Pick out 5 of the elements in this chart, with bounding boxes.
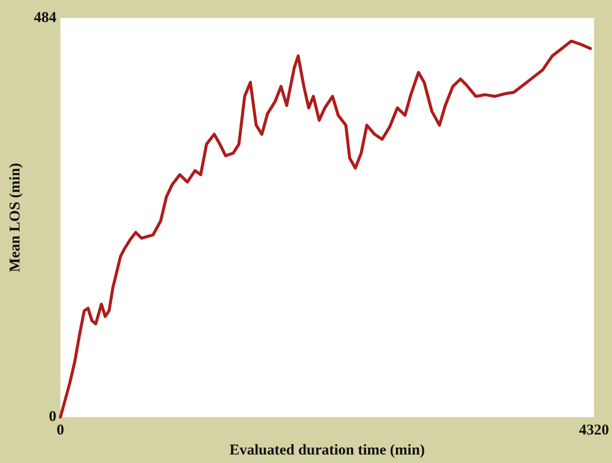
y-axis-title: Mean LOS (min) bbox=[8, 162, 24, 272]
line-series bbox=[58, 40, 592, 419]
x-axis-title: Evaluated duration time (min) bbox=[229, 442, 425, 458]
y-tick-label: 484 bbox=[34, 10, 57, 26]
x-tick-label: 4320 bbox=[579, 422, 609, 439]
